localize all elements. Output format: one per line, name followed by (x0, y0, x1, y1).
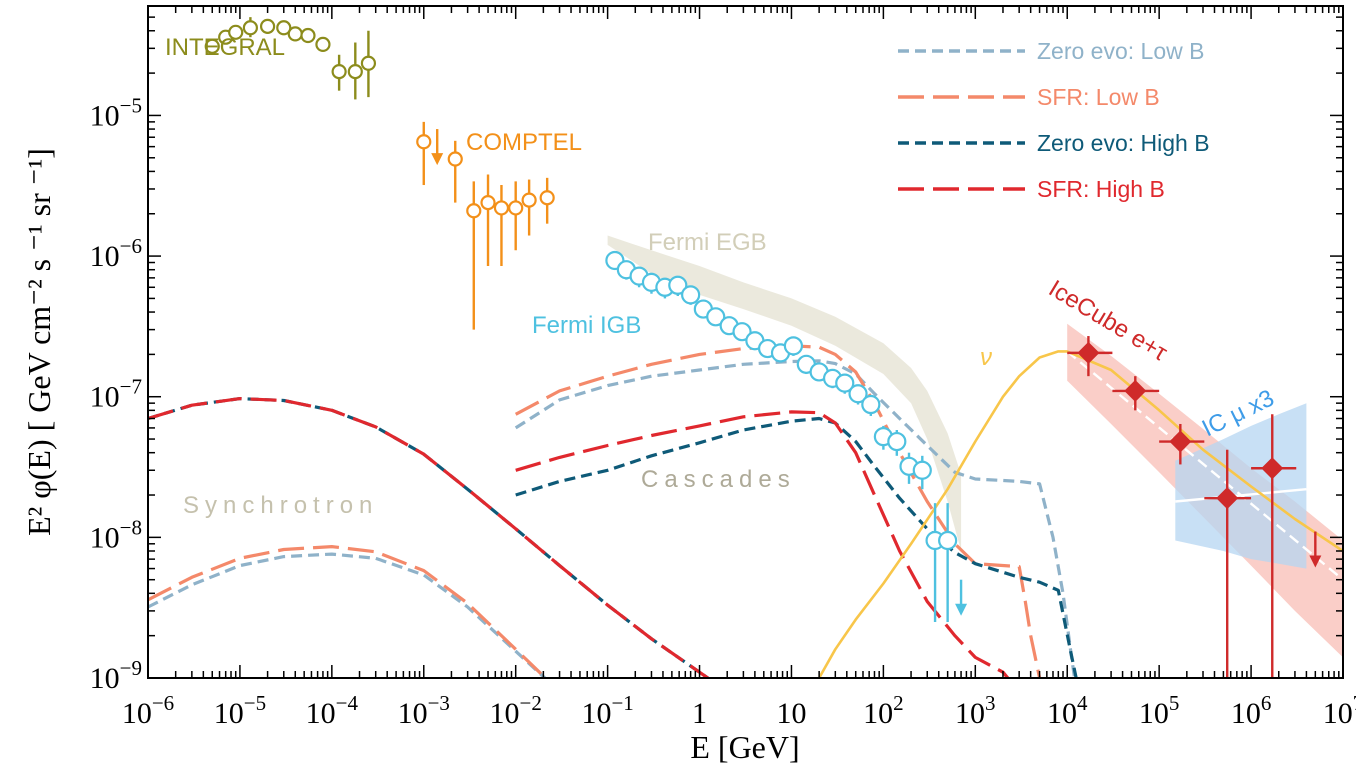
fermi-igb-point (861, 394, 881, 415)
integral-point (259, 18, 276, 34)
comptel-point (508, 200, 524, 216)
annotation-comptel: COMPTEL (466, 129, 582, 156)
band-fermi-egb (607, 235, 962, 551)
icecube-e-upper-limit-arrow (1309, 555, 1322, 568)
tick-label: 10−9 (90, 656, 142, 695)
band-layer (607, 235, 1343, 658)
plot-frame (147, 5, 1344, 679)
icecube-e-point (1261, 457, 1284, 480)
series-line-sfr-low-b-5 (514, 344, 1042, 678)
integral-point (228, 24, 244, 40)
tick-layer: 10−6 10−5 10−4 10−3 10−2 10−1 1 10 102 103 104 105 1… (90, 6, 1356, 730)
series-line-nu-8 (817, 350, 1343, 678)
fermi-igb-point (848, 384, 868, 404)
fermi-igb-upper-limit-arrow (955, 603, 968, 616)
point-layer (204, 17, 1322, 678)
tick-label: 10−1 (581, 691, 633, 730)
x-axis-title: E [GeV] (690, 729, 799, 765)
fermi-igb-point (912, 460, 932, 480)
integral-point (300, 27, 316, 44)
tick-label: 10−6 (122, 691, 174, 730)
y-axis-title: E² φ(E) [ GeV cm⁻² s ⁻¹ sr ⁻¹] (21, 148, 57, 536)
integral-point (331, 63, 347, 80)
integral-point (347, 63, 363, 80)
legend-label-sfr-high-b: SFR: High B (1037, 176, 1165, 202)
tick-label: 107 (1323, 691, 1356, 730)
tick-label: 10−3 (398, 691, 450, 730)
tick-label: 10−5 (214, 691, 266, 730)
series-line-zero-evo-low-b-0 (148, 552, 548, 678)
series-line-zero-evo-high-b-2 (148, 397, 711, 678)
integral-point (242, 20, 258, 36)
tick-label: 10−4 (306, 691, 359, 730)
comptel-point (493, 200, 510, 216)
fermi-igb-point (887, 431, 907, 452)
legend-label-sfr-low-b: SFR: Low B (1037, 84, 1160, 110)
integral-point (315, 36, 331, 52)
icecube-fit-line (1066, 350, 1343, 581)
annotation-fermi_igb: Fermi IGB (532, 312, 641, 339)
icecube-e-point (1077, 341, 1100, 364)
legend-label-zero-evo-low-b: Zero evo: Low B (1037, 38, 1204, 64)
fermi-igb-point (668, 275, 688, 295)
comptel-point (466, 203, 482, 219)
comptel-point (521, 192, 537, 208)
series-line-sfr-high-b-3 (148, 397, 711, 678)
tick-label: 106 (1231, 691, 1272, 730)
tick-label: 10−2 (490, 691, 542, 730)
comptel-point (539, 190, 555, 206)
icecube-e-point (1216, 487, 1239, 510)
integral-point (276, 20, 292, 36)
icecube-e-point (1169, 430, 1192, 453)
tick-label: 10−8 (90, 515, 142, 554)
legend-label-zero-evo-high-b: Zero evo: High B (1037, 130, 1210, 156)
comptel-point (480, 195, 496, 211)
fermi-igb-point (681, 285, 701, 305)
fermi-igb-point (706, 307, 726, 327)
line-layer (148, 344, 1343, 678)
legend: Zero evo: Low B SFR: Low B Zero evo: High … (898, 38, 1210, 202)
series-line-sfr-low-b-1 (148, 544, 548, 678)
annotation-integral: INTEGRAL (165, 34, 285, 61)
comptel-point (416, 134, 432, 150)
integral-point (360, 55, 377, 71)
fermi-igb-point (938, 530, 958, 551)
tick-label: 1 (692, 697, 707, 730)
series-line-zero-evo-low-b-4 (514, 359, 1077, 678)
tick-label: 10 (776, 697, 806, 730)
fermi-igb-point (783, 336, 804, 356)
comptel-upper-limit-arrow (431, 153, 444, 166)
tick-label: 10−6 (90, 234, 142, 273)
tick-label: 104 (1047, 691, 1088, 730)
icecube-e-point (1124, 379, 1147, 402)
tick-label: 102 (863, 691, 904, 730)
tick-label: 105 (1139, 691, 1180, 730)
fermi-igb-point (732, 322, 752, 342)
annotation-cascades: Cascades (641, 466, 796, 493)
tick-label: 10−7 (90, 375, 142, 414)
tick-label: 10−5 (90, 93, 142, 132)
series-line-sfr-high-b-7 (515, 410, 1010, 678)
series-line-zero-evo-high-b-6 (515, 416, 1078, 678)
comptel-point (447, 151, 463, 167)
ic-mu-fit-line (1175, 488, 1307, 503)
annotation-fermi_egb: Fermi EGB (648, 229, 767, 256)
band-ic-x3 (1175, 403, 1307, 569)
annotation-synchrotron: Synchrotron (183, 492, 378, 519)
integral-point (204, 38, 220, 54)
fermi-igb-point (835, 373, 855, 393)
annotation-nu: ν (980, 344, 992, 371)
integral-point (287, 26, 303, 42)
tick-label: 103 (955, 691, 996, 730)
